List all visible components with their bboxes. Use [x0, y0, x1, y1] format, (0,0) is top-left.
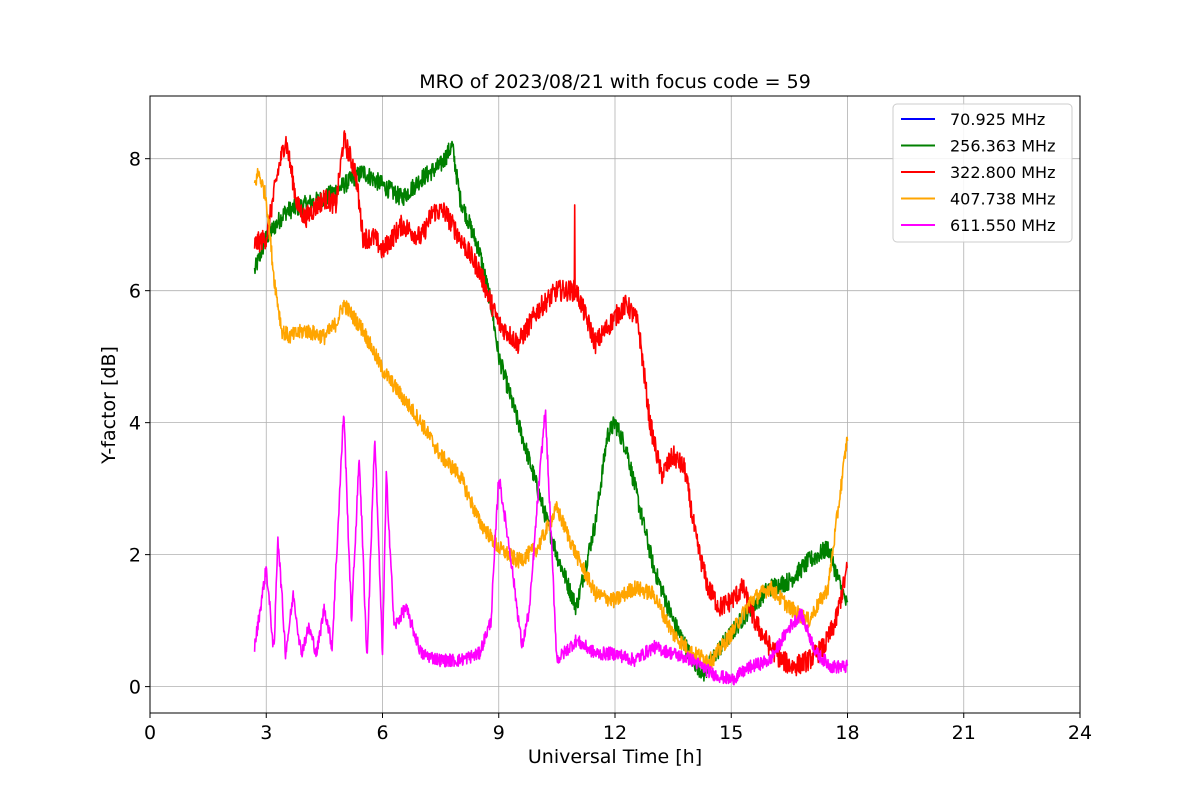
chart-title: MRO of 2023/08/21 with focus code = 59: [419, 71, 811, 93]
legend-label: 407.738 MHz: [950, 190, 1055, 209]
y-tick-label: 0: [129, 677, 141, 699]
y-tick-label: 8: [129, 149, 141, 171]
legend-label: 322.800 MHz: [950, 163, 1055, 182]
legend: 70.925 MHz 256.363 MHz 322.800 MHz 407.738 …: [892, 103, 1073, 243]
y-tick-label: 6: [129, 281, 141, 303]
y-axis-label: Y-factor [dB]: [98, 346, 120, 465]
legend-label: 256.363 MHz: [950, 137, 1055, 156]
x-axis-label: Universal Time [h]: [528, 746, 702, 768]
legend-box: [892, 103, 1073, 243]
x-tick-label: 3: [260, 722, 272, 744]
series-line-4: [253, 409, 849, 686]
legend-label: 70.925 MHz: [950, 110, 1045, 129]
x-tick-label: 24: [1068, 722, 1092, 744]
x-tick-labels: 0 3 6 9 12 15 18 21 24: [144, 722, 1092, 744]
tick-marks: [145, 158, 1081, 718]
y-tick-labels: 0 2 4 6 8: [129, 149, 141, 699]
x-tick-label: 21: [952, 722, 976, 744]
series-layer: [253, 131, 849, 686]
x-tick-label: 9: [493, 722, 505, 744]
y-tick-label: 2: [129, 545, 141, 567]
x-tick-label: 15: [719, 722, 743, 744]
legend-label: 611.550 MHz: [950, 216, 1055, 235]
x-tick-label: 18: [835, 722, 859, 744]
x-tick-label: 0: [144, 722, 156, 744]
x-tick-label: 12: [603, 722, 627, 744]
y-tick-label: 4: [129, 413, 141, 435]
x-tick-label: 6: [376, 722, 388, 744]
